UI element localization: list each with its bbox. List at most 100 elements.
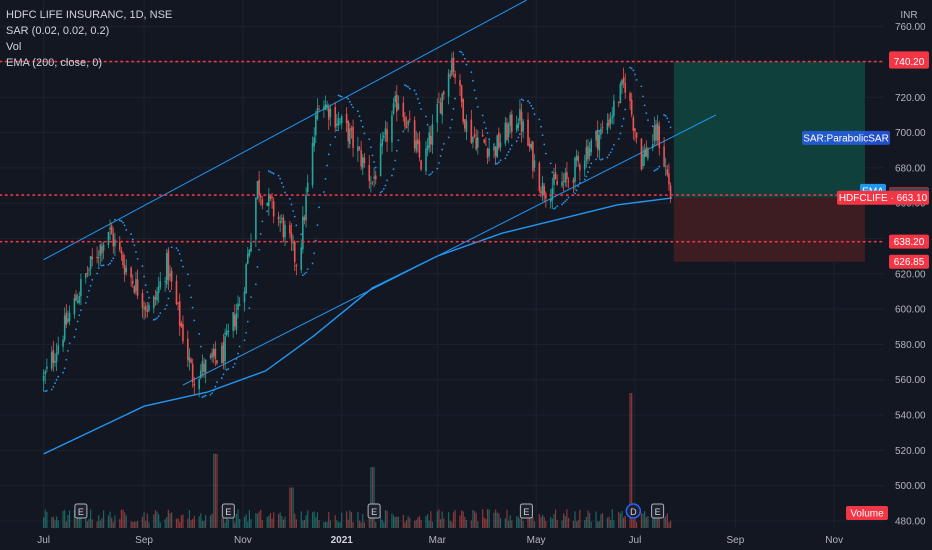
sar-dot (664, 115, 667, 117)
sar-dot (156, 317, 158, 320)
volume-bar (88, 518, 90, 528)
candle-body (373, 176, 375, 179)
trendline (43, 0, 527, 261)
sar-dot (507, 151, 510, 153)
volume-bar (600, 514, 602, 528)
volume-bar (145, 520, 147, 528)
candle-body (235, 313, 238, 330)
sar-dot (562, 201, 565, 204)
volume-bar (175, 518, 178, 528)
volume-bar (587, 510, 589, 528)
volume-bar (652, 514, 654, 528)
sar-dot (462, 53, 465, 56)
volume-bar (336, 520, 338, 528)
earnings-marker[interactable]: E (519, 503, 533, 519)
candle-body (293, 241, 296, 262)
sar-dot (567, 196, 570, 199)
candle-body (417, 138, 419, 145)
sar-dot (357, 110, 359, 113)
earnings-marker[interactable]: E (367, 503, 381, 519)
earnings-marker[interactable]: E (74, 503, 88, 519)
earnings-marker[interactable]: E (221, 503, 235, 519)
sar-dot (295, 224, 298, 227)
volume-bar (124, 512, 126, 528)
volume-bar (496, 512, 498, 528)
sar-dot (452, 108, 455, 110)
legend-ema[interactable]: EMA (200, close, 0) (6, 57, 102, 69)
sar-dot (425, 115, 427, 118)
sar-dot (519, 133, 521, 136)
candle-body (221, 345, 223, 364)
sar-dot (653, 169, 656, 172)
candle-body (73, 297, 76, 315)
sar-dot (63, 367, 66, 370)
candle-body (465, 120, 468, 132)
event-letter: E (655, 507, 661, 517)
volume-bar (396, 516, 398, 528)
candle-body (622, 77, 625, 84)
volume-bar (482, 509, 484, 528)
volume-bar (545, 521, 547, 528)
sar-dot (201, 396, 204, 399)
sar-dot (574, 192, 576, 195)
candle-body (167, 250, 170, 281)
candle-body (136, 279, 139, 296)
volume-bar (201, 521, 203, 528)
candle-body (669, 185, 672, 198)
sar-dot (374, 166, 377, 169)
volume-bar (621, 510, 623, 528)
candle-body (522, 121, 524, 132)
sar-dot (622, 117, 625, 120)
candle-body (135, 279, 137, 292)
candle-body (46, 366, 48, 369)
earnings-marker[interactable]: E (651, 503, 665, 519)
volume-bar (381, 520, 383, 528)
dividend-marker[interactable]: D (625, 503, 642, 519)
candle-body (125, 267, 128, 273)
sar-dot (91, 278, 94, 281)
sar-dot (109, 262, 111, 265)
volume-bar (281, 516, 283, 528)
volume-bar (632, 519, 634, 528)
candle-body (485, 144, 487, 146)
candle-body (164, 281, 166, 282)
sar-dot (339, 95, 341, 97)
sar-dot (358, 115, 361, 118)
candle-body (441, 93, 443, 116)
candle-body (272, 201, 275, 217)
horizontal-lines (0, 60, 885, 243)
candle-body (663, 146, 665, 167)
legend-sar[interactable]: SAR (0.02, 0.02, 0.2) (6, 25, 110, 37)
candle-body (397, 103, 400, 110)
candle-body (44, 371, 47, 375)
sar-dot (598, 130, 601, 132)
sar-dot (123, 224, 126, 227)
volume-bar (486, 509, 489, 528)
volume-bar (46, 511, 48, 528)
volume-bar (499, 518, 502, 528)
volume-bar (485, 518, 487, 528)
volume-bar (668, 522, 670, 528)
candle-body (562, 180, 565, 182)
candle-body (515, 124, 518, 131)
candle-body (413, 120, 416, 149)
candle-body (311, 142, 314, 186)
candle-body (203, 363, 205, 373)
volume-bar (302, 520, 304, 528)
legend-vol[interactable]: Vol (6, 41, 22, 53)
candle-body (561, 181, 563, 187)
volume-bar (305, 515, 307, 528)
sar-dot (472, 79, 474, 82)
volume-bar (610, 519, 612, 528)
sar-dot (528, 101, 531, 104)
sar-dot (101, 264, 103, 267)
volume-bar (449, 520, 451, 528)
sar-dot (50, 388, 53, 391)
sar-dot (177, 249, 180, 252)
candle-body (280, 218, 283, 219)
candle-body (363, 157, 366, 164)
candle-body (165, 253, 168, 285)
